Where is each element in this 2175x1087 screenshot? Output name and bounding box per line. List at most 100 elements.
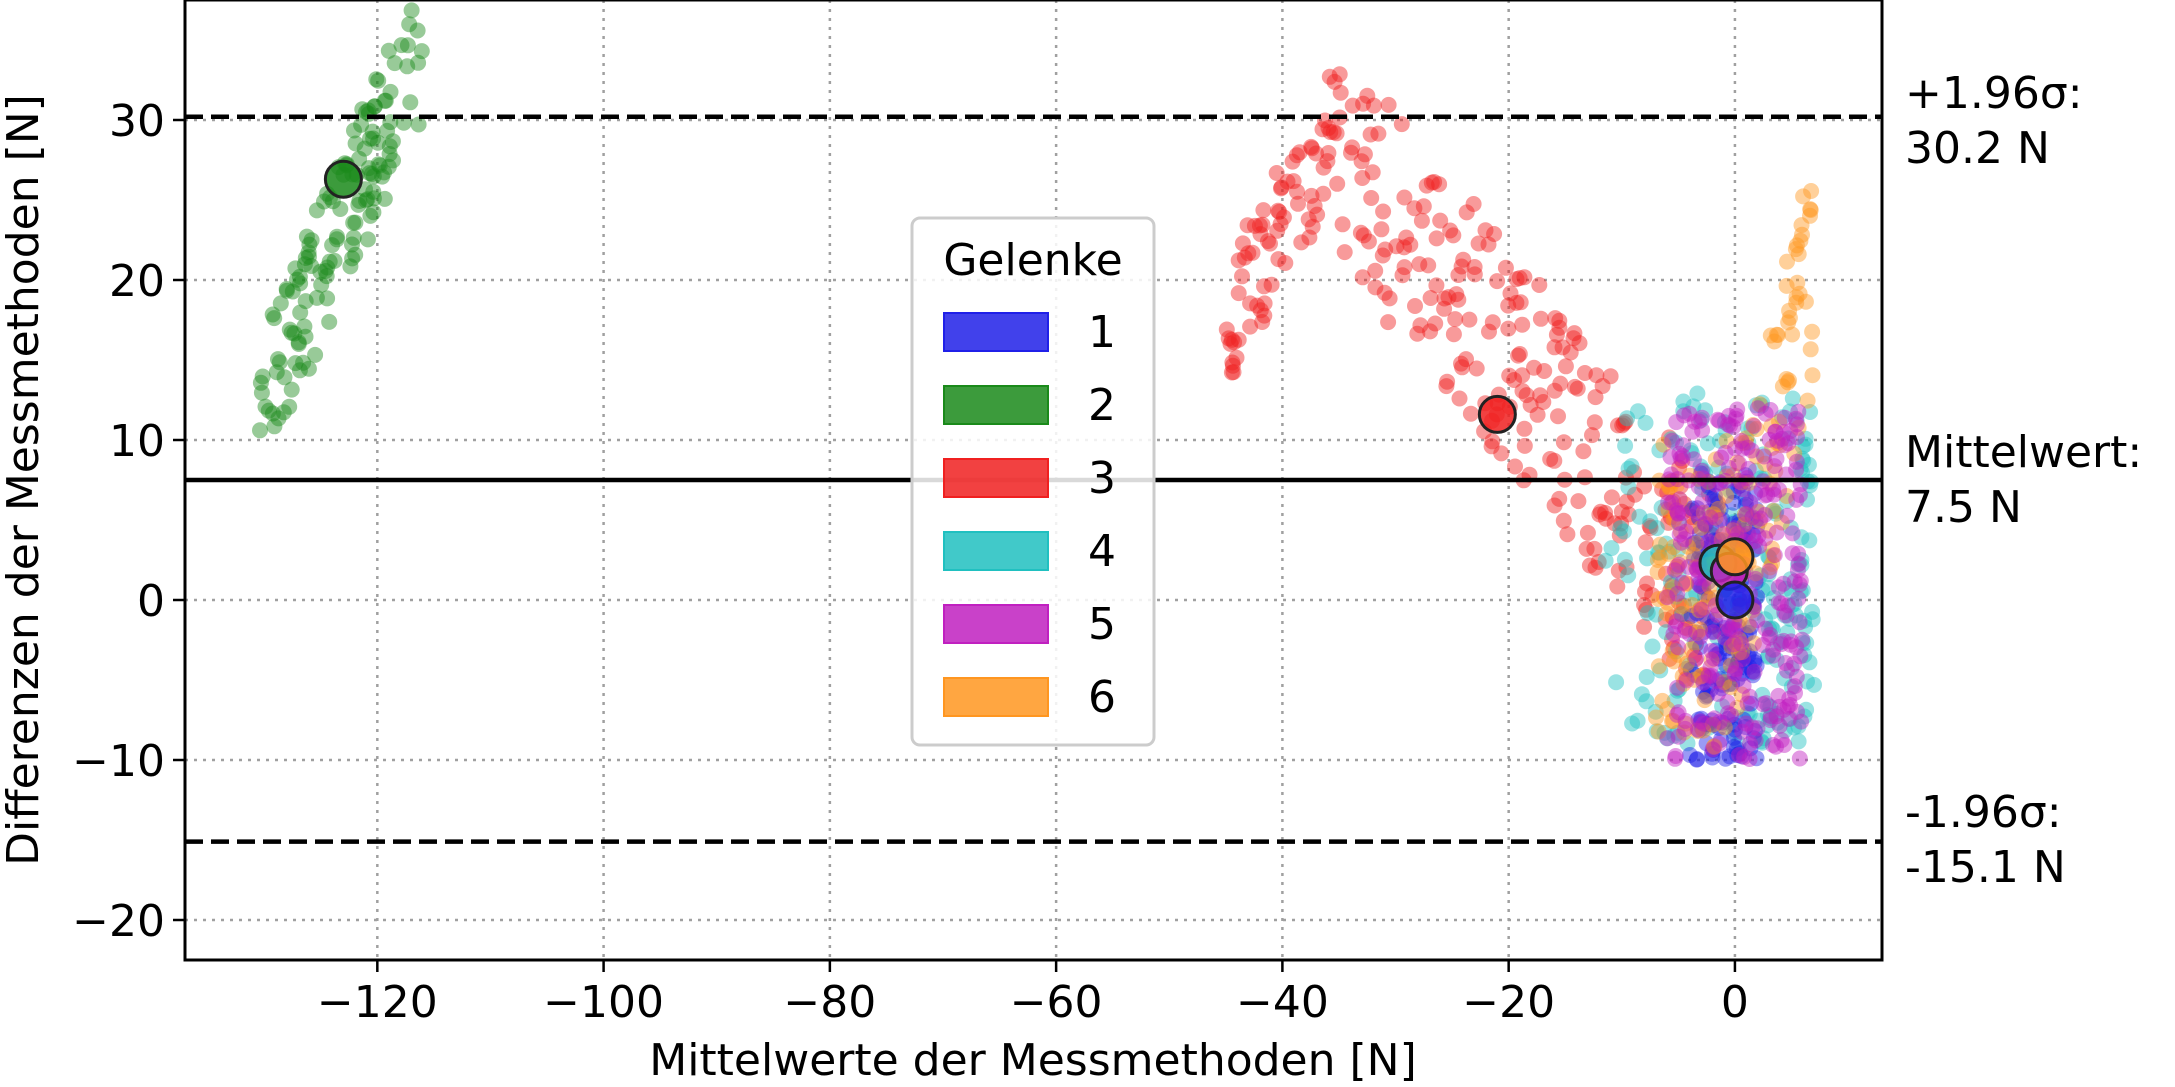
scatter-point-series-4 [1797,430,1814,447]
scatter-point-series-1 [1737,626,1754,643]
scatter-point-series-6 [1652,549,1668,566]
legend-swatch-3 [943,458,1049,498]
scatter-point-series-5 [1720,459,1737,476]
scatter-point-series-4 [1788,412,1805,429]
scatter-point-series-2 [360,160,377,177]
scatter-point-series-3 [1570,493,1587,510]
scatter-point-series-6 [1705,506,1722,523]
scatter-point-series-6 [1781,309,1798,326]
scatter-point-series-3 [1697,517,1714,534]
scatter-point-series-3 [1240,245,1257,262]
scatter-point-series-3 [1363,190,1380,206]
legend-title: Gelenke [943,235,1122,286]
scatter-point-series-3 [1420,257,1437,274]
scatter-point-series-5 [1747,732,1764,749]
scatter-point-series-3 [1290,195,1306,212]
scatter-point-series-4 [1754,686,1771,703]
scatter-point-series-2 [363,166,380,182]
scatter-point-series-1 [1746,651,1763,668]
scatter-point-series-2 [347,135,364,152]
scatter-point-series-1 [1724,675,1741,692]
scatter-point-series-3 [1546,497,1563,514]
scatter-point-series-5 [1677,712,1694,729]
scatter-point-series-3 [1500,297,1517,314]
scatter-point-series-6 [1789,274,1806,291]
scatter-point-series-4 [1644,638,1661,655]
scatter-point-series-3 [1356,146,1373,163]
scatter-point-series-5 [1740,525,1757,542]
scatter-point-series-3 [1704,526,1720,543]
scatter-point-series-5 [1736,749,1753,765]
scatter-point-series-3 [1579,524,1596,541]
scatter-point-series-6 [1745,417,1761,433]
scatter-point-series-3 [1315,185,1332,202]
scatter-point-series-1 [1686,666,1703,683]
scatter-point-series-6 [1662,479,1679,496]
scatter-point-series-1 [1742,740,1759,757]
scatter-point-series-5 [1695,715,1712,732]
scatter-point-series-1 [1720,710,1736,727]
scatter-point-series-1 [1744,663,1761,680]
scatter-point-series-6 [1804,323,1821,340]
scatter-point-series-5 [1773,732,1790,749]
scatter-point-series-1 [1713,680,1730,697]
scatter-point-series-3 [1548,326,1565,343]
scatter-point-series-4 [1795,452,1812,469]
scatter-point-series-5 [1770,579,1787,596]
scatter-point-series-2 [292,304,309,321]
scatter-point-series-4 [1744,664,1761,681]
scatter-point-series-2 [354,101,371,118]
scatter-point-series-1 [1707,642,1724,659]
scatter-point-series-4 [1795,634,1812,651]
scatter-point-series-4 [1802,404,1819,420]
scatter-point-series-3 [1380,314,1397,331]
scatter-point-series-2 [252,422,268,439]
scatter-point-series-2 [381,138,398,155]
scatter-point-series-3 [1377,241,1394,258]
scatter-point-series-5 [1776,604,1793,620]
scatter-point-series-2 [328,231,345,248]
scatter-point-series-4 [1668,643,1684,660]
scatter-point-series-3 [1303,138,1320,155]
scatter-point-series-4 [1679,735,1696,752]
scatter-point-series-6 [1704,716,1721,733]
scatter-point-series-3 [1665,493,1682,510]
scatter-point-series-3 [1586,540,1603,557]
scatter-point-series-5 [1746,663,1763,680]
scatter-point-series-4 [1693,412,1710,428]
scatter-point-series-3 [1626,486,1643,503]
scatter-point-series-2 [360,102,377,119]
scatter-point-series-1 [1688,751,1705,768]
scatter-point-series-4 [1730,735,1747,752]
scatter-point-series-5 [1739,695,1756,712]
scatter-point-series-3 [1535,394,1552,410]
scatter-point-series-4 [1670,515,1687,531]
scatter-point-series-2 [252,374,269,391]
scatter-point-series-4 [1752,567,1769,584]
scatter-point-series-1 [1727,524,1744,541]
scatter-point-series-5 [1784,525,1801,542]
scatter-point-series-3 [1450,291,1467,308]
scatter-point-series-3 [1301,229,1318,246]
scatter-point-series-5 [1782,697,1798,713]
scatter-point-series-5 [1664,432,1681,449]
scatter-point-series-6 [1660,502,1677,519]
scatter-point-series-3 [1480,236,1497,253]
scatter-point-series-5 [1771,698,1788,715]
scatter-point-series-5 [1741,751,1758,767]
scatter-point-series-5 [1669,585,1686,602]
scatter-point-series-2 [356,140,373,157]
mean-marker-series-2 [323,159,363,199]
scatter-point-series-1 [1701,669,1718,686]
scatter-point-series-2 [290,336,307,352]
scatter-point-series-5 [1711,713,1728,730]
scatter-point-series-5 [1789,562,1806,579]
scatter-point-series-3 [1516,269,1533,286]
scatter-point-series-3 [1514,383,1531,399]
scatter-point-series-4 [1776,670,1793,687]
scatter-point-series-6 [1664,642,1681,659]
scatter-point-series-6 [1674,668,1691,685]
scatter-point-series-6 [1765,547,1782,564]
scatter-point-series-5 [1771,481,1788,498]
scatter-point-series-6 [1689,624,1706,641]
